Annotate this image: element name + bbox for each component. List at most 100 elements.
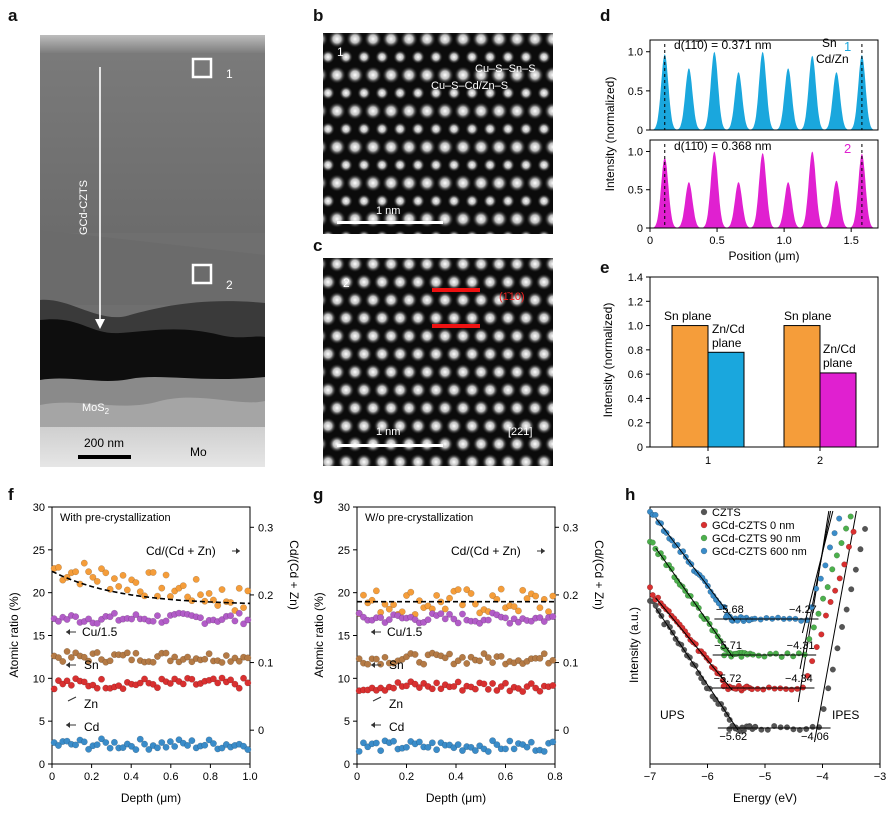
atom-column <box>463 273 481 291</box>
data-point-cd <box>85 745 93 753</box>
atom-column <box>454 33 472 48</box>
data-point-zn <box>549 682 557 689</box>
data-point-sn <box>540 650 548 658</box>
atom-column <box>355 381 373 399</box>
data-point-zn <box>55 677 62 685</box>
label-cu: Cu/1.5 <box>82 625 118 639</box>
data-point-cu15 <box>55 617 62 625</box>
ups-point-2 <box>668 565 675 572</box>
data-point-cu15 <box>110 609 118 617</box>
annotation-cdzn: Cd/Zn <box>816 52 849 66</box>
data-point-cdcdzn <box>123 586 131 594</box>
label-cu: Cu/1.5 <box>387 625 423 639</box>
panel-c-lattice: 2 (1̄10) 1 nm [221] <box>323 258 553 466</box>
atom-column <box>323 50 335 64</box>
chart-h: −7 −6 −5 −4 −3 Energy (eV) Intensity (a.u.) −5.… <box>627 506 886 805</box>
floor-point-1 <box>794 685 801 692</box>
atom-column <box>391 381 409 399</box>
y-tick-label: 5 <box>39 716 45 728</box>
x-tick-label: −5 <box>759 771 772 783</box>
atom-column <box>535 417 553 435</box>
data-point-zn <box>50 685 58 693</box>
atom-column <box>364 66 382 84</box>
x-tick-label: 0.8 <box>203 771 218 783</box>
atom-column <box>490 66 508 84</box>
atom-column <box>472 102 490 120</box>
y-tick-label: 30 <box>338 502 350 514</box>
data-point-cu15 <box>106 613 114 621</box>
atom-column <box>328 291 346 309</box>
data-point-cdcdzn <box>385 605 393 613</box>
atom-column <box>526 33 544 48</box>
atom-column <box>427 273 445 291</box>
data-point-cdcdzn <box>240 604 247 612</box>
floor-point-0 <box>777 724 784 731</box>
atom-column <box>490 291 508 309</box>
panel-letter-d: d <box>600 6 611 25</box>
data-point-cd <box>372 739 380 747</box>
atom-column <box>508 363 526 381</box>
atom-column <box>357 230 371 234</box>
x-tick-label: 0.4 <box>124 771 139 783</box>
chart-e: 00.20.40.60.81.01.21.41 2Sn planeZn/Cdpla… <box>601 272 879 467</box>
y2-tick-label: 0.2 <box>258 590 273 602</box>
atom-column <box>418 258 436 273</box>
legend-marker <box>700 508 708 516</box>
atom-column <box>481 381 499 399</box>
ipes-point-3 <box>831 530 838 537</box>
atom-column <box>346 138 364 156</box>
ups-point-1 <box>655 594 662 601</box>
data-point-cdcdzn <box>403 592 410 599</box>
atom-column <box>501 122 515 136</box>
atom-column <box>447 158 461 172</box>
data-point-cdcdzn <box>93 577 101 585</box>
atom-column <box>436 399 454 417</box>
annotation-sn: Sn <box>822 36 837 50</box>
region-box-2 <box>191 263 213 285</box>
atom-column <box>526 363 544 381</box>
data-point-cd <box>218 744 226 752</box>
atom-column <box>346 327 364 345</box>
x-tick-label: 0.4 <box>448 771 463 783</box>
y-tick-label: 15 <box>338 631 350 643</box>
ipes-point-2 <box>829 566 836 573</box>
atom-column <box>499 453 517 466</box>
data-point-cu15 <box>446 610 453 618</box>
data-point-zn <box>502 679 509 687</box>
atom-column <box>323 33 328 48</box>
floor-point-0 <box>796 726 803 733</box>
y-axis-label: Intensity (normalized) <box>601 303 615 418</box>
atom-column <box>328 363 346 381</box>
atom-column <box>436 363 454 381</box>
data-point-cd <box>102 739 110 746</box>
atom-column <box>526 210 544 228</box>
atom-column <box>490 33 508 48</box>
x-axis-label: Depth (μm) <box>426 791 486 805</box>
data-point-zn <box>141 675 148 683</box>
data-point-cd <box>166 738 174 746</box>
atom-column <box>418 291 436 309</box>
y-tick-label: 30 <box>33 502 45 514</box>
mos2-subscript: 2 <box>104 407 110 417</box>
data-point-zn <box>149 680 157 688</box>
atom-column <box>501 194 515 208</box>
ipes-point-2 <box>843 525 850 532</box>
scalebar-a-label: 200 nm <box>84 436 125 450</box>
data-point-cd <box>184 742 192 749</box>
atom-column <box>490 399 508 417</box>
plot-frame <box>649 139 879 229</box>
data-point-cdcdzn <box>80 559 88 567</box>
data-point-cd <box>145 746 153 753</box>
scalebar-b-label: 1 nm <box>376 205 401 217</box>
data-point-sn <box>489 659 497 667</box>
atom-column <box>436 291 454 309</box>
y2-axis-label: Cd/(Cd + Zn) <box>287 540 301 610</box>
atom-column <box>447 122 461 136</box>
atom-column <box>323 309 337 327</box>
data-point-sn <box>166 657 174 665</box>
atom-column <box>544 33 553 48</box>
data-point-zn <box>166 680 174 687</box>
atom-column <box>519 158 533 172</box>
data-point-cu15 <box>450 615 458 623</box>
data-point-zn <box>154 684 161 692</box>
